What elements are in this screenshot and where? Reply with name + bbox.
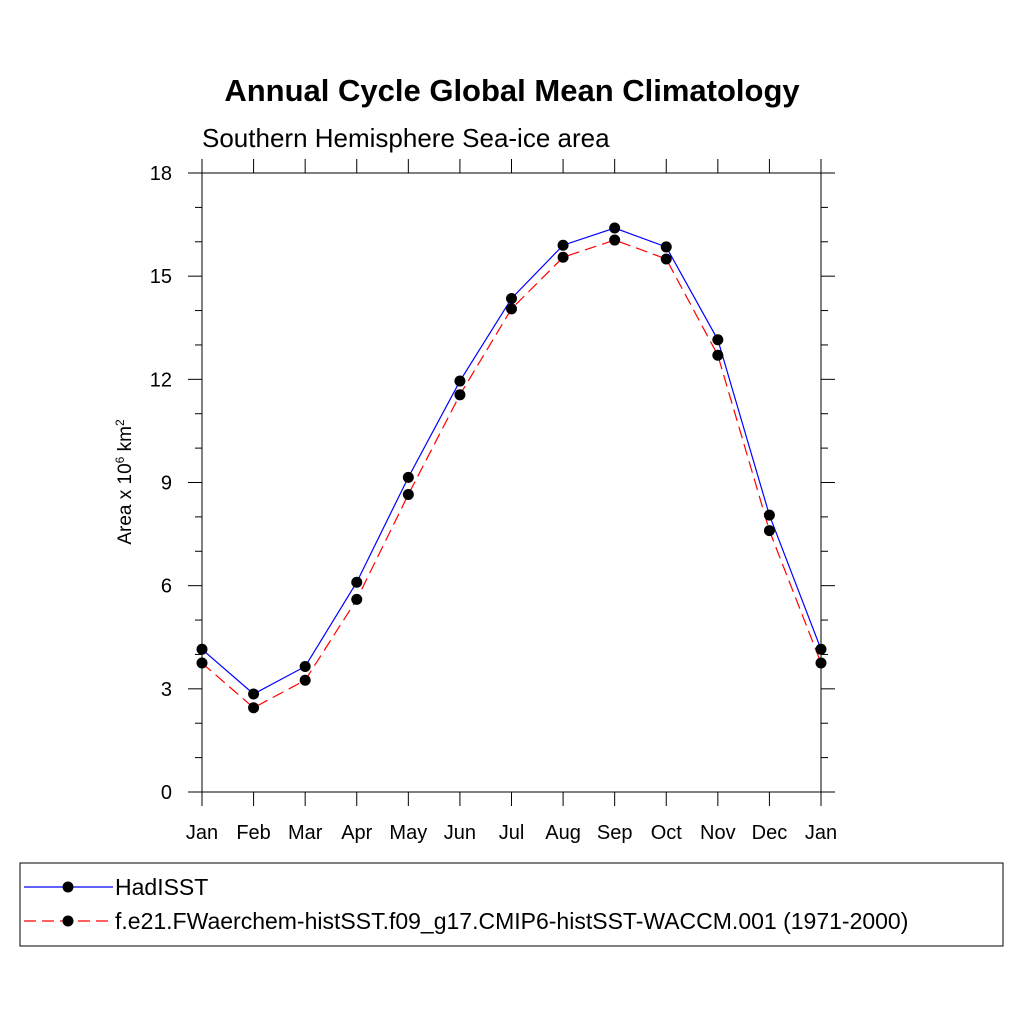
data-point [763,525,775,537]
data-point [402,471,414,483]
y-axis-label: Area x 106 km2 [113,419,136,545]
y-tick-label: 6 [161,576,172,598]
data-point [248,688,260,700]
data-point [815,657,827,669]
y-tick-label: 9 [161,473,172,495]
legend-marker [62,881,74,893]
data-point [557,239,569,251]
data-point [402,489,414,501]
data-point [454,375,466,387]
plot-frame [201,172,822,793]
data-point [299,660,311,672]
x-tick-label: Apr [341,822,372,844]
x-tick-label: Jan [805,822,837,844]
x-tick-label: Oct [651,822,683,844]
data-point [454,389,466,401]
y-tick-label: 0 [161,782,172,804]
legend-label: f.e21.FWaerchem-histSST.f09_g17.CMIP6-hi… [115,908,908,934]
data-point [660,241,672,253]
plot-area: 0 3 6 9 12 15 18 Jan Feb Mar Apr May Jun Jul Aug Sep Oct… [150,159,837,844]
y-tick-label: 3 [161,679,172,701]
legend: HadISST f.e21.FWaerchem-histSST.f09_g17.C… [19,862,1004,947]
data-point [506,293,517,305]
chart-subtitle: Southern Hemisphere Sea-ice area [202,123,610,153]
x-tick-label: Mar [288,822,323,844]
x-tick-label: Jul [499,822,525,844]
data-point [351,576,363,588]
x-tick-label: Dec [752,822,788,844]
x-tick-label: Jun [444,822,476,844]
data-point [609,234,621,246]
y-tick-label: 12 [150,369,172,391]
legend-marker [62,915,74,927]
data-point [351,593,363,605]
chart-title: Annual Cycle Global Mean Climatology [224,73,800,108]
legend-label: HadISST [115,874,208,900]
x-tick-label: Nov [700,822,736,844]
data-point [763,509,775,521]
data-point [506,303,517,315]
data-point [557,251,569,263]
x-tick-label: Feb [236,822,270,844]
data-point [248,702,260,714]
data-point [815,643,827,655]
x-tick-label: May [389,822,427,844]
y-tick-label: 15 [150,266,172,288]
data-point [609,222,621,234]
data-point [712,349,724,361]
x-tick-label: Aug [545,822,581,844]
x-tick-label: Jan [186,822,218,844]
x-tick-label: Sep [597,822,633,844]
legend-box [19,862,1004,947]
y-tick-label: 18 [150,163,172,185]
data-point [712,334,724,346]
data-point [660,253,672,265]
data-point [299,674,311,686]
data-point [196,657,208,669]
data-point [196,643,208,655]
